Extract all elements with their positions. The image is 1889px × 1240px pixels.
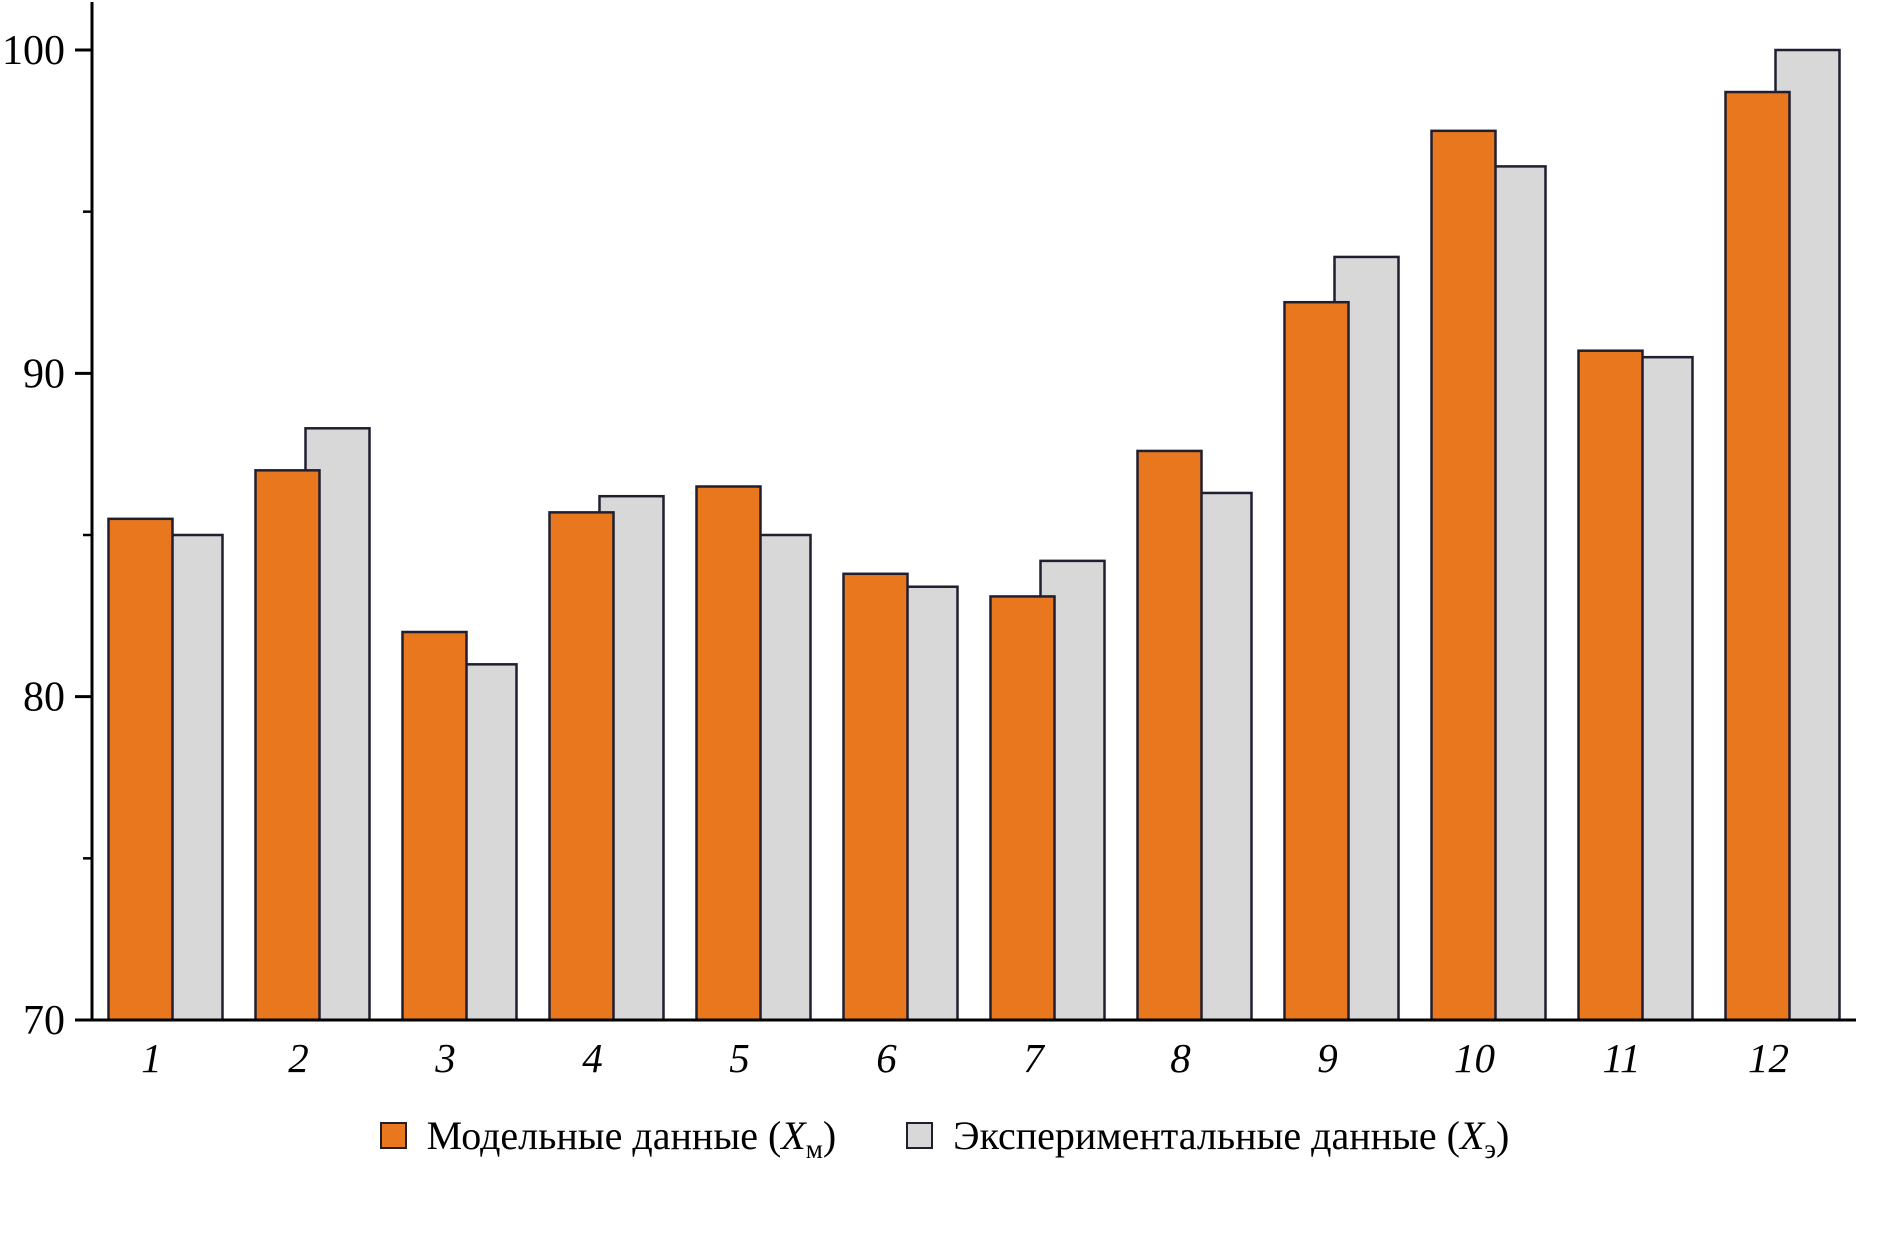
svg-text:7: 7 [1023, 1035, 1045, 1081]
legend-swatch-model-icon [379, 1122, 407, 1149]
svg-text:100: 100 [2, 28, 65, 74]
svg-text:2: 2 [288, 1035, 309, 1081]
svg-text:80: 80 [23, 675, 65, 721]
chart-legend: Модельные данные (Xм) Экспериментальные … [0, 1112, 1889, 1164]
svg-text:90: 90 [23, 351, 65, 397]
svg-text:5: 5 [729, 1035, 750, 1081]
legend-label-experimental: Экспериментальные данные (Xэ) [953, 1113, 1510, 1164]
svg-text:6: 6 [876, 1035, 897, 1081]
svg-text:3: 3 [434, 1035, 456, 1081]
svg-text:9: 9 [1317, 1035, 1338, 1081]
svg-text:10: 10 [1454, 1035, 1495, 1081]
legend-swatch-experimental-icon [906, 1122, 934, 1149]
svg-text:12: 12 [1748, 1035, 1789, 1081]
legend-item-model: Модельные данные (Xм) [379, 1112, 837, 1164]
svg-text:1: 1 [141, 1035, 162, 1081]
legend-item-experimental: Экспериментальные данные (Xэ) [906, 1112, 1510, 1164]
svg-text:4: 4 [582, 1035, 603, 1081]
legend-label-model: Модельные данные (Xм) [426, 1113, 837, 1164]
svg-text:70: 70 [23, 998, 65, 1044]
svg-text:11: 11 [1603, 1035, 1641, 1081]
svg-text:8: 8 [1170, 1035, 1191, 1081]
